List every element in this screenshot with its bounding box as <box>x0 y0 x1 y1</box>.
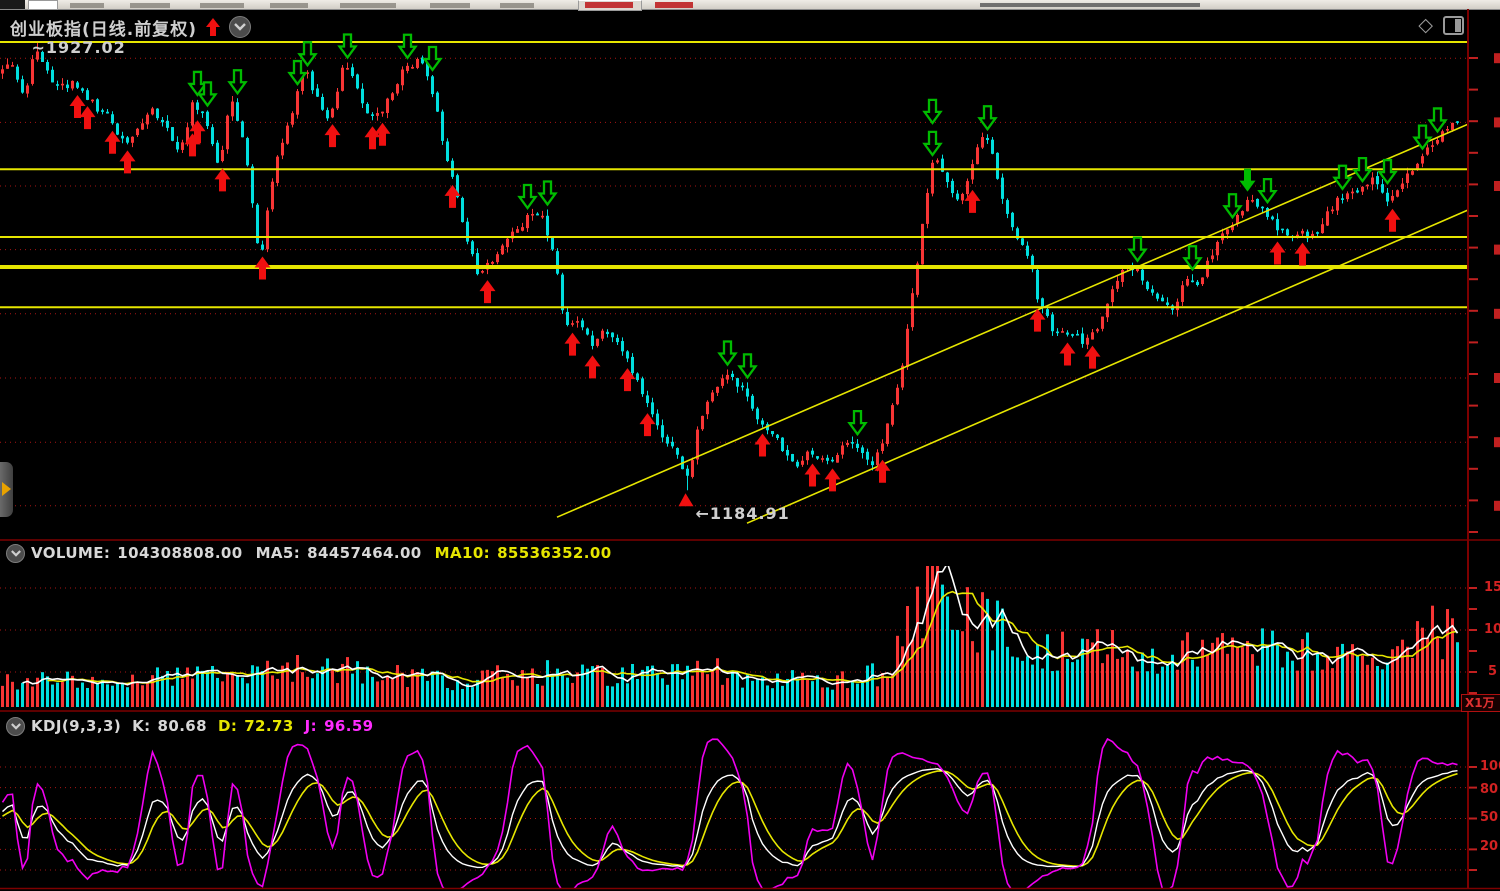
kdj-axis-label: 80 <box>1480 782 1499 797</box>
main-grid-layer <box>0 53 1500 533</box>
volume-axis-label: 15 <box>1484 580 1500 595</box>
volume-panel-header: VOLUME: 104308808.00 MA5: 84457464.00 MA… <box>0 541 1460 565</box>
kdj-label: KDJ(9,3,3) <box>31 717 122 735</box>
volume-bars-layer <box>1 566 1459 707</box>
panel-separators <box>0 9 1500 890</box>
volume-ma5-label: MA5: <box>255 544 301 562</box>
volume-ma5-value: 84457464.00 <box>307 544 422 562</box>
trend-up-icon <box>205 18 221 36</box>
candles-layer <box>1 41 1459 491</box>
panel-toggle-icon[interactable] <box>1443 16 1464 35</box>
kdj-j-value: 96.59 <box>324 717 374 735</box>
kdj-lines-layer <box>1 738 1458 888</box>
kdj-k-label: K: <box>132 717 151 735</box>
kdj-d-label: D: <box>217 717 238 735</box>
volume-collapse-button[interactable] <box>6 543 25 563</box>
sidebar-expand-handle[interactable] <box>0 462 13 517</box>
kdj-collapse-button[interactable] <box>6 716 25 736</box>
kdj-axis-label: 50 <box>1480 810 1499 825</box>
level-lines-layer[interactable] <box>0 41 1469 524</box>
high-price-annotation: ~1927.02 <box>31 38 126 58</box>
kdj-j-label: J: <box>304 717 318 735</box>
expand-right-triangle-icon <box>2 482 11 496</box>
chart-title: 创业板指(日线.前复权) <box>10 19 197 40</box>
volume-ma10-value: 85536352.00 <box>497 544 612 562</box>
volume-label: VOLUME: <box>31 544 111 562</box>
diamond-icon[interactable]: ◇ <box>1418 14 1433 36</box>
kdj-k-value: 80.68 <box>157 717 207 735</box>
kdj-grid-layer <box>0 766 1477 871</box>
volume-unit-label: X1万 <box>1461 694 1500 712</box>
volume-grid-layer <box>0 587 1477 694</box>
chart-collapse-button[interactable] <box>229 16 251 38</box>
low-price-annotation: ←1184.91 <box>695 504 790 524</box>
kdj-d-value: 72.73 <box>244 717 294 735</box>
volume-ma10-label: MA10: <box>434 544 491 562</box>
code-input[interactable] <box>28 0 58 10</box>
signal-arrows-layer <box>69 33 1448 507</box>
kdj-panel-header: KDJ(9,3,3) K: 80.68 D: 72.73 J: 96.59 <box>0 714 1460 738</box>
kdj-axis-label: 20 <box>1480 839 1499 854</box>
volume-value: 104308808.00 <box>117 544 243 562</box>
menu-icon[interactable] <box>0 0 25 9</box>
volume-axis-label: 10 <box>1484 622 1500 637</box>
kdj-axis-label: 100 <box>1480 759 1500 774</box>
top-toolbar[interactable] <box>0 0 1500 11</box>
volume-axis-label: 5 <box>1488 664 1498 679</box>
chart-titlebar: 创业板指(日线.前复权) ◇ <box>0 12 1500 42</box>
